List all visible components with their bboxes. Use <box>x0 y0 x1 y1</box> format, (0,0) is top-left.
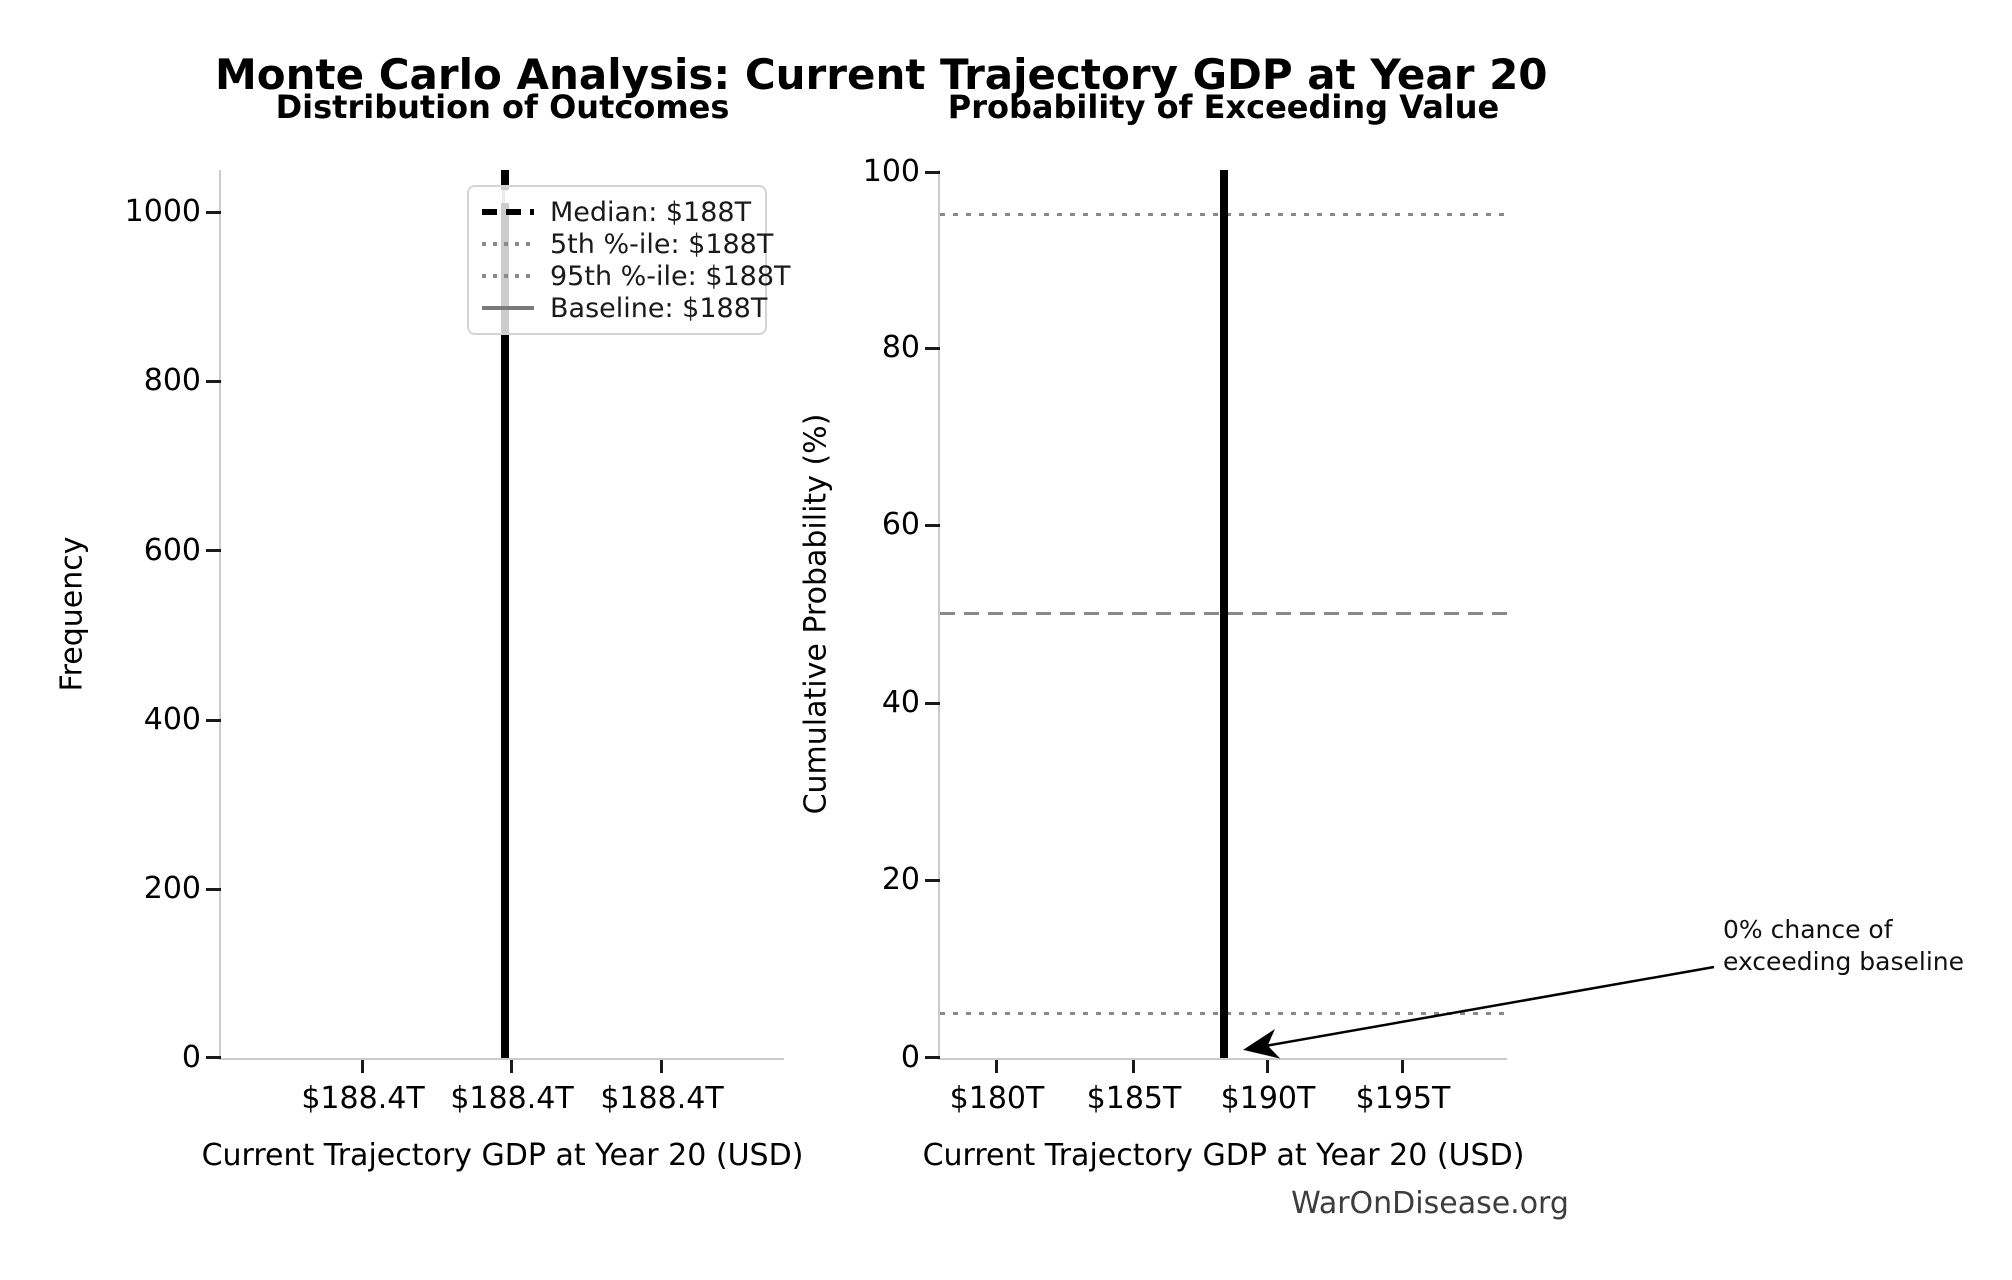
right-ytick-mark <box>925 702 940 705</box>
legend: Median: $188T 5th %-ile: $188T 95th %-il… <box>467 185 791 335</box>
right-xtick-mark <box>1401 1060 1404 1073</box>
right-ytick-label: 20 <box>881 862 920 897</box>
legend-item-95th-percentile: 95th %-ile: $188T <box>482 260 791 292</box>
right-xtick-label: $190T <box>1220 1081 1316 1116</box>
left-plot-title: Distribution of Outcomes <box>275 88 730 126</box>
right-ytick-mark <box>925 1056 940 1059</box>
solid-line-sample-icon <box>482 306 534 310</box>
right-xtick-mark <box>995 1060 998 1073</box>
left-ytick-label: 0 <box>181 1040 201 1075</box>
left-ytick-mark <box>206 1056 221 1059</box>
right-xtick-label: $195T <box>1355 1081 1451 1116</box>
right-xaxis-label: Current Trajectory GDP at Year 20 (USD) <box>922 1138 1525 1173</box>
right-ytick-mark <box>925 879 940 882</box>
right-ytick-mark <box>925 347 940 350</box>
watermark-text: WarOnDisease.org <box>1291 1186 1569 1221</box>
right-plot-title: Probability of Exceeding Value <box>947 88 1500 126</box>
legend-label: Baseline: $188T <box>550 292 768 324</box>
right-ytick-label: 100 <box>862 154 920 189</box>
figure-title: Monte Carlo Analysis: Current Trajectory… <box>215 50 1548 99</box>
right-xtick-mark <box>1266 1060 1269 1073</box>
right-ytick-label: 40 <box>881 685 920 720</box>
left-xtick-label: $188.4T <box>600 1081 724 1116</box>
annotation-text: 0% chance of exceeding baseline <box>1723 914 1964 978</box>
annotation-line1: 0% chance of <box>1723 915 1893 944</box>
legend-label: 95th %-ile: $188T <box>550 260 791 292</box>
left-xtick-mark <box>510 1060 513 1073</box>
left-ytick-label: 800 <box>143 363 201 398</box>
dotted-line-sample-icon <box>482 274 534 278</box>
legend-label: Median: $188T <box>550 196 752 228</box>
right-ytick-label: 80 <box>881 330 920 365</box>
median-line <box>501 170 509 1058</box>
left-plot: Distribution of Outcomes 1000 800 600 40… <box>125 88 804 1173</box>
left-ytick-label: 400 <box>143 702 201 737</box>
right-ytick-label: 60 <box>881 507 920 542</box>
dashed-line-sample-icon <box>482 209 534 215</box>
right-ytick-mark <box>925 524 940 527</box>
left-ytick-label: 600 <box>143 533 201 568</box>
left-ytick-mark <box>206 719 221 722</box>
left-ytick-mark <box>206 888 221 891</box>
legend-item-5th-percentile: 5th %-ile: $188T <box>482 228 773 260</box>
left-ytick-label: 1000 <box>124 194 201 229</box>
left-xtick-label: $188.4T <box>301 1081 425 1116</box>
left-xaxis-label: Current Trajectory GDP at Year 20 (USD) <box>201 1138 804 1173</box>
left-ytick-mark <box>206 380 221 383</box>
right-ytick-mark <box>925 171 940 174</box>
right-xtick-label: $185T <box>1086 1081 1182 1116</box>
cdf-line <box>1220 170 1228 1058</box>
left-ytick-mark <box>206 549 221 552</box>
right-xtick-mark <box>1132 1060 1135 1073</box>
left-yaxis-label: Frequency <box>54 536 90 692</box>
legend-item-baseline: Baseline: $188T <box>482 292 767 324</box>
annotation-line2: exceeding baseline <box>1723 947 1964 976</box>
left-ytick-label: 200 <box>143 871 201 906</box>
legend-label: 5th %-ile: $188T <box>550 228 774 260</box>
dotted-line-sample-icon <box>482 242 534 246</box>
right-ytick-label: 0 <box>900 1040 920 1075</box>
legend-item-median: Median: $188T <box>482 196 752 228</box>
right-yaxis-label: Cumulative Probability (%) <box>798 413 834 815</box>
left-xtick-label: $188.4T <box>450 1081 574 1116</box>
left-xtick-mark <box>660 1060 663 1073</box>
left-xtick-mark <box>361 1060 364 1073</box>
right-xtick-label: $180T <box>949 1081 1045 1116</box>
right-plot: Probability of Exceeding Value 100 80 60… <box>863 88 1525 1173</box>
left-ytick-mark <box>206 211 221 214</box>
